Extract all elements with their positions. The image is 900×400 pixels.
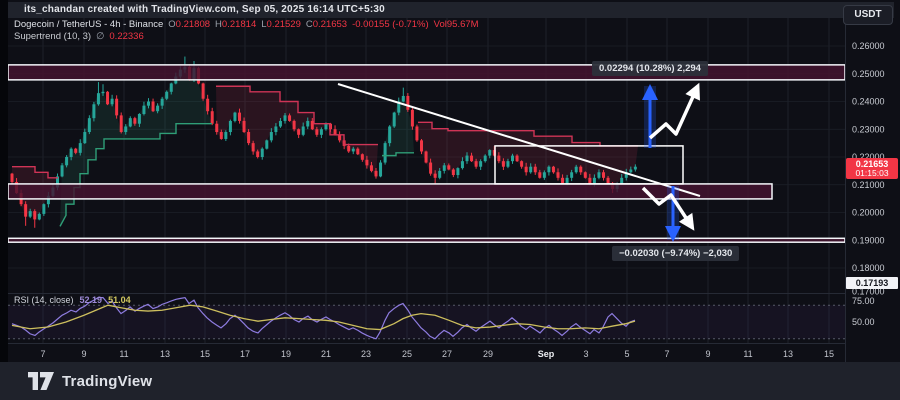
time-axis[interactable]: 7 9 11 13 15 17 19 21 23 25 27 29 Sep 3 5 7 9 11 13 15: [40, 349, 834, 359]
rsi-legend[interactable]: RSI (14, close) 52.19 51.04: [14, 295, 131, 305]
watermark-text: its_chandan created with TradingView.com…: [24, 4, 385, 15]
tradingview-logo-icon: [28, 372, 54, 390]
price-tick-label: 0.21000: [852, 180, 885, 190]
lower-support-zone[interactable]: [8, 237, 845, 243]
price-tick-label: 0.19000: [852, 235, 885, 245]
time-tick-label: 7: [664, 349, 669, 359]
high-label: H: [215, 19, 222, 30]
supertrend-line-down: [12, 166, 58, 179]
price-tick-label: 0.25000: [852, 69, 885, 79]
last-price-value: 0.21653: [855, 159, 889, 169]
price-tick-label: 0.17000: [852, 287, 885, 297]
bearish-zigzag-arrow[interactable]: [641, 186, 695, 231]
price-tick-label: 0.18000: [852, 263, 885, 273]
supertrend-line-down: [216, 85, 378, 146]
supertrend-line-up: [59, 122, 212, 227]
price-level-label: 0.17193: [846, 277, 898, 289]
price-axis[interactable]: 0.26000 0.25000 0.24000 0.23000 0.22000 0.210…: [852, 41, 885, 327]
time-tick-label: 15: [824, 349, 834, 359]
high-value: 0.21814: [221, 19, 257, 30]
indicator-legend[interactable]: Supertrend (10, 3) ∅ 0.22336: [14, 31, 144, 42]
volume-label: Vol: [433, 19, 447, 30]
left-margin: [0, 0, 8, 362]
time-tick-label: 21: [321, 349, 331, 359]
rsi-value: 52.19: [79, 295, 103, 305]
indicator-source-icon: ∅: [96, 31, 105, 42]
time-tick-label: 3: [583, 349, 588, 359]
time-tick-label: 27: [442, 349, 452, 359]
consolidation-box[interactable]: [494, 145, 684, 185]
chart-background: [0, 0, 900, 362]
rsi-tick-label: 75.00: [852, 296, 875, 306]
descending-trendline[interactable]: [337, 83, 701, 197]
tradingview-wordmark: TradingView: [62, 372, 153, 390]
rsi-title[interactable]: RSI (14, close): [14, 295, 74, 305]
last-price-label: 0.21653 01:15:03: [846, 158, 898, 179]
price-tick-label: 0.24000: [852, 97, 885, 107]
volume-value: 95.67M: [446, 19, 479, 30]
rsi-pane[interactable]: [8, 296, 845, 340]
time-tick-label: 13: [160, 349, 170, 359]
chart-canvas[interactable]: 0.26000 0.25000 0.24000 0.23000 0.22000 0.210…: [0, 0, 900, 362]
price-tick-label: 0.26000: [852, 41, 885, 51]
time-tick-label: 9: [81, 349, 86, 359]
change-value: -0.00155 (-0.71%): [352, 19, 429, 30]
symbol-legend[interactable]: Dogecoin / TetherUS - 4h - Binance O0.21…: [14, 19, 479, 30]
time-tick-label: 19: [281, 349, 291, 359]
supertrend-fill-up: [60, 66, 212, 227]
low-value: 0.21529: [266, 19, 301, 30]
time-tick-label: 15: [200, 349, 210, 359]
up-projection-label: 0.02294 (10.28%) 2,294: [592, 61, 708, 76]
supertrend-line-down: [418, 121, 638, 147]
indicator-title[interactable]: Supertrend (10, 3): [14, 31, 92, 42]
rsi-ma-line: [11, 304, 636, 331]
watermark-bar: its_chandan created with TradingView.com…: [8, 2, 894, 18]
open-value: 0.21808: [175, 19, 211, 30]
tradingview-logo[interactable]: TradingView: [28, 372, 152, 390]
up-arrowhead-icon: [642, 84, 658, 100]
time-tick-label: 5: [624, 349, 629, 359]
supertrend-fill-down: [418, 122, 638, 189]
time-tick-label: 9: [705, 349, 710, 359]
time-tick-label: 11: [743, 349, 752, 359]
time-tick-label: Sep: [538, 349, 555, 359]
time-tick-label: 7: [40, 349, 45, 359]
symbol-title[interactable]: Dogecoin / TetherUS - 4h - Binance: [14, 19, 164, 30]
time-tick-label: 11: [119, 349, 128, 359]
time-tick-label: 25: [402, 349, 412, 359]
open-label: O: [168, 19, 176, 30]
time-tick-label: 29: [483, 349, 493, 359]
rsi-line: [11, 296, 636, 340]
rsi-tick-label: 50.00: [852, 317, 875, 327]
candles-layer: [10, 56, 637, 228]
low-label: L: [261, 19, 267, 30]
down-arrowhead-icon: [665, 226, 681, 242]
price-tick-label: 0.20000: [852, 208, 885, 218]
bar-countdown: 01:15:03: [855, 168, 889, 178]
indicator-value: 0.22336: [109, 31, 144, 42]
down-projection-label: −0.02030 (−9.74%) −2,030: [612, 246, 740, 261]
upper-resistance-zone[interactable]: [8, 64, 845, 81]
price-tick-label: 0.23000: [852, 124, 885, 134]
bullish-zigzag-arrow[interactable]: [648, 82, 700, 140]
time-tick-label: 23: [361, 349, 371, 359]
mid-support-zone[interactable]: [8, 183, 773, 200]
supertrend-line-up: [382, 152, 414, 157]
close-label: C: [305, 19, 313, 30]
currency-toggle-button[interactable]: USDT: [843, 5, 893, 25]
close-value: 0.21653: [312, 19, 348, 30]
time-tick-label: 17: [240, 349, 250, 359]
price-tick-label: 0.22000: [852, 152, 885, 162]
time-tick-label: 13: [783, 349, 793, 359]
footer-bar: TradingView: [0, 362, 900, 400]
rsi-ma-value: 51.04: [108, 295, 131, 305]
